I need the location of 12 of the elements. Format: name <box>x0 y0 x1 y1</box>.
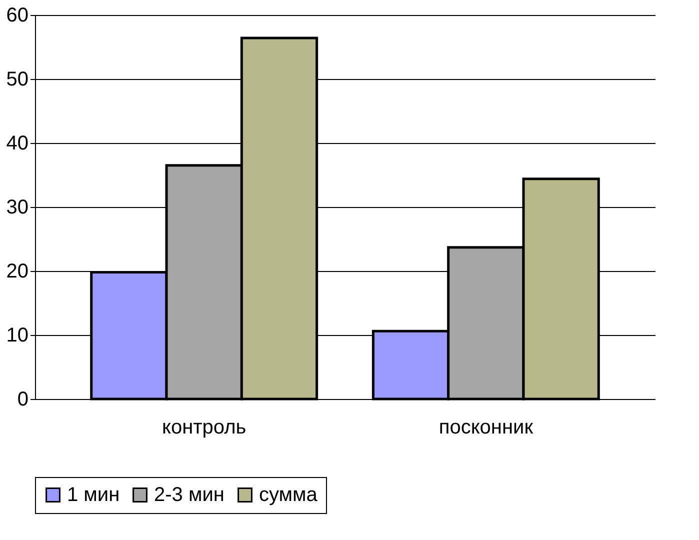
y-tick-label: 0 <box>17 388 28 410</box>
y-tick-label: 20 <box>6 260 28 282</box>
y-tick-label: 60 <box>6 4 28 26</box>
y-tick-label: 10 <box>6 324 28 346</box>
legend-label: 2-3 мин <box>154 484 224 506</box>
x-tick-label: посконник <box>438 416 534 438</box>
y-tick-label: 30 <box>6 196 28 218</box>
y-tick-label: 50 <box>6 68 28 90</box>
legend-label: сумма <box>259 484 318 506</box>
x-tick-label: контроль <box>162 416 246 438</box>
y-tick-label: 40 <box>6 132 28 154</box>
legend-label: 1 мин <box>67 484 120 506</box>
